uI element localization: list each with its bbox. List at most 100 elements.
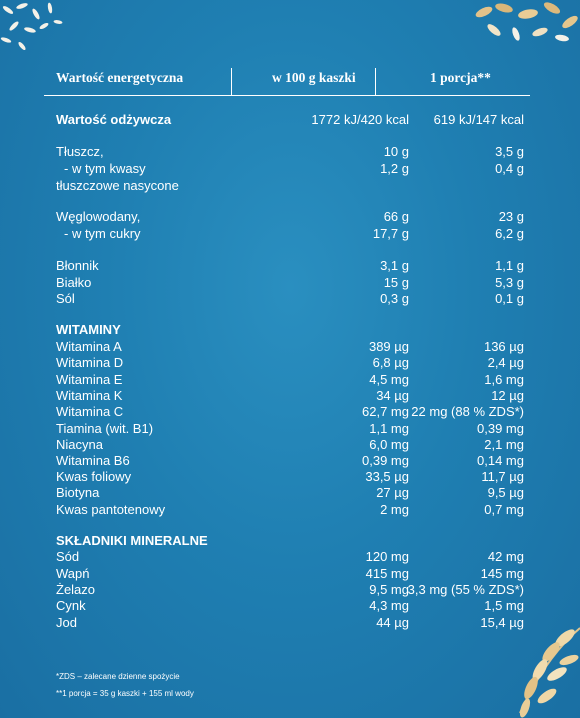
table-row: Białko 15 g 5,3 g — [56, 274, 530, 291]
value-per-100g: 34 µg — [376, 388, 409, 403]
footnote-portion: **1 porcja = 35 g kaszki + 155 ml wody — [56, 689, 194, 698]
table-row: Wapń 415 mg 145 mg — [56, 565, 530, 582]
footnotes: *ZDS – zalecane dzienne spożycie **1 por… — [56, 668, 194, 702]
nutrient-name: Sód — [56, 549, 80, 564]
value-per-portion: 11,7 µg — [481, 469, 524, 484]
value-per-portion: 12 µg — [491, 388, 524, 403]
value-per-100g: 66 g — [383, 209, 409, 224]
table-header: Wartość energetyczna w 100 g kaszki 1 po… — [44, 68, 530, 96]
table-row: Witamina B6 0,39 mg 0,14 mg — [56, 452, 530, 469]
value-per-100g: 1,1 mg — [369, 421, 409, 436]
table-row: Tłuszcz, 10 g 3,5 g — [56, 143, 530, 160]
header-energy-value: Wartość energetyczna — [56, 70, 184, 85]
value-per-100g: 6,0 mg — [369, 437, 409, 452]
nutrient-name: Witamina E — [56, 372, 123, 387]
nutrient-name: Witamina D — [56, 355, 124, 370]
value-per-100g: 1772 kJ/420 kcal — [311, 112, 409, 127]
header-per-portion: 1 porcja** — [430, 70, 491, 85]
table-row: Biotyna 27 µg 9,5 µg — [56, 484, 530, 501]
value-per-portion: 42 mg — [487, 549, 524, 564]
table-row: Kwas pantotenowy 2 mg 0,7 mg — [56, 501, 530, 518]
rice-grains-decoration — [0, 2, 63, 51]
value-per-portion: 15,4 µg — [480, 615, 524, 630]
value-per-portion: 2,4 µg — [487, 355, 524, 370]
value-per-portion: 22 mg (88 % ZDS*) — [411, 404, 524, 419]
value-per-portion: 0,1 g — [495, 291, 524, 306]
value-per-portion: 1,6 mg — [484, 372, 524, 387]
nutrient-name: Tłuszcz, — [56, 144, 104, 159]
nutrient-name: Kwas pantotenowy — [56, 502, 166, 517]
value-per-portion: 0,4 g — [495, 161, 524, 176]
value-per-portion: 3,5 g — [495, 144, 524, 159]
value-per-portion: 136 µg — [483, 339, 524, 354]
value-per-100g: 120 mg — [365, 549, 409, 564]
value-per-portion: 3,3 mg (55 % ZDS*) — [407, 582, 524, 597]
nutrient-name: Żelazo — [56, 582, 96, 597]
table-row: Żelazo 9,5 mg 3,3 mg (55 % ZDS*) — [56, 581, 530, 598]
value-per-100g: 4,3 mg — [369, 598, 409, 613]
value-per-100g: 33,5 µg — [365, 469, 409, 484]
column-divider — [231, 68, 232, 95]
table-row: Niacyna 6,0 mg 2,1 mg — [56, 436, 530, 453]
table-row: Węglowodany, 66 g 23 g — [56, 208, 530, 225]
value-per-portion: 1,5 mg — [484, 598, 524, 613]
oat-grains-decoration — [475, 2, 578, 42]
table-row: Witamina A 389 µg 136 µg — [56, 338, 530, 355]
value-per-portion: 5,3 g — [495, 275, 524, 290]
nutrient-name: WITAMINY — [56, 322, 121, 337]
value-per-100g: 17,7 g — [372, 226, 409, 241]
value-per-100g: 2 mg — [380, 502, 409, 517]
table-row: Jod 44 µg 15,4 µg — [56, 614, 530, 631]
value-per-100g: 44 µg — [376, 615, 409, 630]
value-per-portion: 0,14 mg — [477, 453, 524, 468]
value-per-100g: 9,5 mg — [369, 582, 409, 597]
table-row: Witamina C 62,7 mg 22 mg (88 % ZDS*) — [56, 403, 530, 420]
value-per-portion: 1,1 g — [495, 258, 524, 273]
table-row: Witamina D 6,8 µg 2,4 µg — [56, 354, 530, 371]
table-row: Błonnik 3,1 g 1,1 g — [56, 257, 530, 274]
nutrient-name: Biotyna — [56, 485, 100, 500]
value-per-portion: 0,7 mg — [484, 502, 524, 517]
value-per-portion: 2,1 mg — [484, 437, 524, 452]
table-row: Sód 120 mg 42 mg — [56, 548, 530, 565]
nutrient-name: Witamina B6 — [56, 453, 130, 468]
value-per-portion: 0,39 mg — [477, 421, 524, 436]
section-heading: SKŁADNIKI MINERALNE — [56, 532, 530, 549]
nutrient-name: Wartość odżywcza — [56, 112, 172, 127]
value-per-100g: 62,7 mg — [362, 404, 409, 419]
header-per-100g: w 100 g kaszki — [272, 70, 356, 85]
nutrient-name: - w tym cukry — [64, 226, 141, 241]
value-per-portion: 9,5 µg — [487, 485, 524, 500]
nutrient-name: Błonnik — [56, 258, 99, 273]
nutrient-name: Sól — [56, 291, 75, 306]
table-row: Tiamina (wit. B1) 1,1 mg 0,39 mg — [56, 420, 530, 437]
nutrient-name: Kwas foliowy — [56, 469, 132, 484]
nutrient-name: Wapń — [56, 566, 90, 581]
value-per-100g: 3,1 g — [380, 258, 409, 273]
table-row: Sól 0,3 g 0,1 g — [56, 290, 530, 307]
nutrient-name: - w tym kwasy — [64, 161, 146, 176]
value-per-portion: 619 kJ/147 kcal — [433, 112, 524, 127]
nutrient-name: Cynk — [56, 598, 86, 613]
value-per-100g: 15 g — [383, 275, 409, 290]
table-row: Kwas foliowy 33,5 µg 11,7 µg — [56, 468, 530, 485]
nutrient-name: tłuszczowe nasycone — [56, 178, 179, 193]
nutrient-name: Witamina A — [56, 339, 122, 354]
header-divider — [44, 95, 530, 96]
table-row: - w tym cukry 17,7 g 6,2 g — [56, 225, 530, 242]
footnote-zds: *ZDS – zalecane dzienne spożycie — [56, 672, 180, 681]
table-row: Cynk 4,3 mg 1,5 mg — [56, 597, 530, 614]
section-heading: WITAMINY — [56, 321, 530, 338]
table-row: tłuszczowe nasycone — [56, 177, 530, 194]
table-row: - w tym kwasy 1,2 g 0,4 g — [56, 160, 530, 177]
value-per-portion: 23 g — [498, 209, 524, 224]
value-per-portion: 6,2 g — [495, 226, 524, 241]
table-row: Witamina E 4,5 mg 1,6 mg — [56, 371, 530, 388]
nutrient-name: SKŁADNIKI MINERALNE — [56, 533, 208, 548]
value-per-100g: 10 g — [383, 144, 409, 159]
value-per-portion: 145 mg — [480, 566, 524, 581]
value-per-100g: 389 µg — [368, 339, 409, 354]
nutrient-name: Tiamina (wit. B1) — [56, 421, 154, 436]
value-per-100g: 27 µg — [376, 485, 409, 500]
value-per-100g: 415 mg — [365, 566, 409, 581]
